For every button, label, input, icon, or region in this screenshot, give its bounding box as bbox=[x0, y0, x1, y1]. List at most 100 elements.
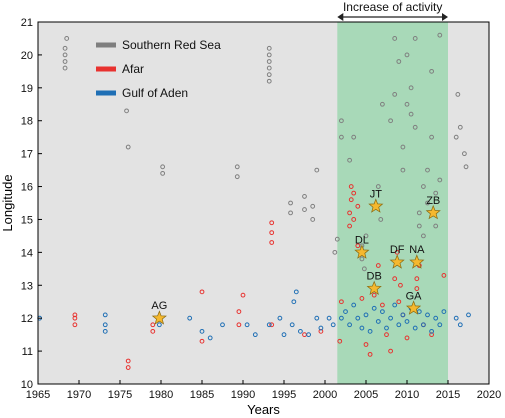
point-2-25 bbox=[347, 322, 353, 328]
point-1-8 bbox=[199, 338, 205, 344]
annotation-stars: AG JT DL DF DB ZB NA GA bbox=[151, 188, 441, 325]
x-tick-label-11: 2020 bbox=[477, 389, 501, 401]
point-0-47 bbox=[412, 36, 418, 41]
x-tick-label-9: 2010 bbox=[395, 389, 419, 401]
point-2-31 bbox=[371, 305, 377, 311]
point-0-2 bbox=[62, 52, 68, 58]
point-2-2 bbox=[102, 322, 108, 328]
point-1-39 bbox=[398, 282, 403, 288]
annotation-na: NA bbox=[409, 244, 425, 256]
point-0-28 bbox=[347, 157, 353, 163]
point-0-33 bbox=[363, 233, 369, 239]
point-1-27 bbox=[355, 203, 361, 209]
point-0-57 bbox=[433, 190, 439, 196]
point-0-25 bbox=[334, 236, 340, 242]
point-0-32 bbox=[361, 266, 367, 272]
point-1-26 bbox=[355, 243, 361, 249]
point-2-3 bbox=[102, 312, 108, 318]
point-0-43 bbox=[404, 101, 410, 107]
star-ag bbox=[151, 310, 167, 325]
point-1-32 bbox=[375, 263, 381, 268]
point-0-30 bbox=[359, 256, 365, 262]
point-1-43 bbox=[414, 276, 420, 282]
y-tick-label-6: 16 bbox=[21, 182, 33, 194]
point-1-33 bbox=[380, 302, 385, 308]
point-2-24 bbox=[343, 309, 348, 315]
point-2-4 bbox=[156, 322, 162, 328]
point-2-28 bbox=[359, 325, 365, 331]
point-0-51 bbox=[421, 184, 426, 189]
point-2-48 bbox=[441, 309, 447, 315]
point-0-17 bbox=[288, 210, 293, 216]
annotation-zb: ZB bbox=[426, 195, 440, 207]
axes: 1965 1970 1975 1980 1985 1990 1995 2000 2005 2010… bbox=[21, 17, 501, 401]
point-1-7 bbox=[199, 289, 205, 295]
star-zb bbox=[425, 204, 441, 220]
point-0-14 bbox=[266, 59, 272, 64]
point-2-5 bbox=[187, 315, 193, 321]
point-2-38 bbox=[400, 312, 406, 318]
point-2-33 bbox=[380, 309, 385, 315]
point-1-47 bbox=[441, 273, 447, 278]
point-2-15 bbox=[291, 299, 297, 305]
annotation-df: DF bbox=[390, 244, 405, 256]
legend-label-2: Gulf of Aden bbox=[122, 86, 188, 100]
point-2-23 bbox=[339, 315, 344, 321]
point-1-3 bbox=[125, 358, 131, 364]
x-tick-label-2: 1975 bbox=[108, 389, 132, 401]
point-2-18 bbox=[306, 332, 312, 338]
point-0-0 bbox=[62, 65, 68, 71]
point-1-38 bbox=[396, 299, 402, 305]
point-0-38 bbox=[392, 92, 398, 97]
point-0-15 bbox=[266, 52, 272, 58]
point-0-41 bbox=[400, 144, 406, 150]
activity-highlight: Increase of activity bbox=[337, 0, 448, 384]
point-0-22 bbox=[310, 203, 316, 209]
point-0-26 bbox=[339, 134, 344, 140]
point-1-37 bbox=[394, 249, 400, 255]
point-2-27 bbox=[355, 315, 361, 321]
point-2-29 bbox=[363, 312, 369, 318]
point-0-29 bbox=[351, 134, 357, 140]
point-2-30 bbox=[367, 328, 373, 334]
point-2-50 bbox=[457, 322, 463, 328]
x-tick-label-6: 1995 bbox=[272, 389, 296, 401]
point-0-64 bbox=[462, 151, 467, 157]
point-0-34 bbox=[375, 184, 381, 189]
point-1-5 bbox=[150, 328, 156, 334]
point-0-6 bbox=[125, 144, 131, 150]
y-tick-label-5: 15 bbox=[21, 214, 33, 226]
point-0-55 bbox=[429, 134, 435, 140]
star-jt bbox=[368, 198, 384, 213]
point-2-13 bbox=[281, 332, 287, 338]
point-0-40 bbox=[396, 59, 402, 64]
point-0-10 bbox=[234, 164, 240, 170]
point-0-46 bbox=[408, 111, 414, 117]
point-0-44 bbox=[404, 52, 410, 58]
point-2-21 bbox=[326, 315, 332, 321]
point-1-46 bbox=[429, 332, 435, 338]
point-2-8 bbox=[220, 322, 225, 328]
point-2-17 bbox=[298, 328, 303, 334]
point-0-27 bbox=[339, 118, 344, 124]
point-0-36 bbox=[380, 101, 385, 107]
point-1-19 bbox=[339, 299, 344, 305]
point-0-49 bbox=[416, 223, 422, 229]
point-2-47 bbox=[437, 322, 443, 328]
legend-label-0: Southern Red Sea bbox=[122, 38, 221, 52]
point-0-52 bbox=[421, 233, 426, 239]
point-2-36 bbox=[392, 302, 398, 308]
point-0-61 bbox=[453, 134, 459, 140]
point-2-26 bbox=[351, 302, 357, 308]
point-2-35 bbox=[388, 315, 394, 321]
point-2-20 bbox=[318, 325, 324, 331]
y-tick-label-2: 12 bbox=[21, 313, 33, 325]
point-0-3 bbox=[62, 45, 68, 51]
legend-label-1: Afar bbox=[122, 62, 144, 76]
point-2-39 bbox=[404, 319, 410, 324]
point-2-34 bbox=[384, 325, 389, 331]
point-2-16 bbox=[293, 289, 299, 295]
point-1-11 bbox=[240, 292, 246, 298]
point-0-63 bbox=[457, 124, 463, 130]
star-df bbox=[389, 254, 405, 269]
